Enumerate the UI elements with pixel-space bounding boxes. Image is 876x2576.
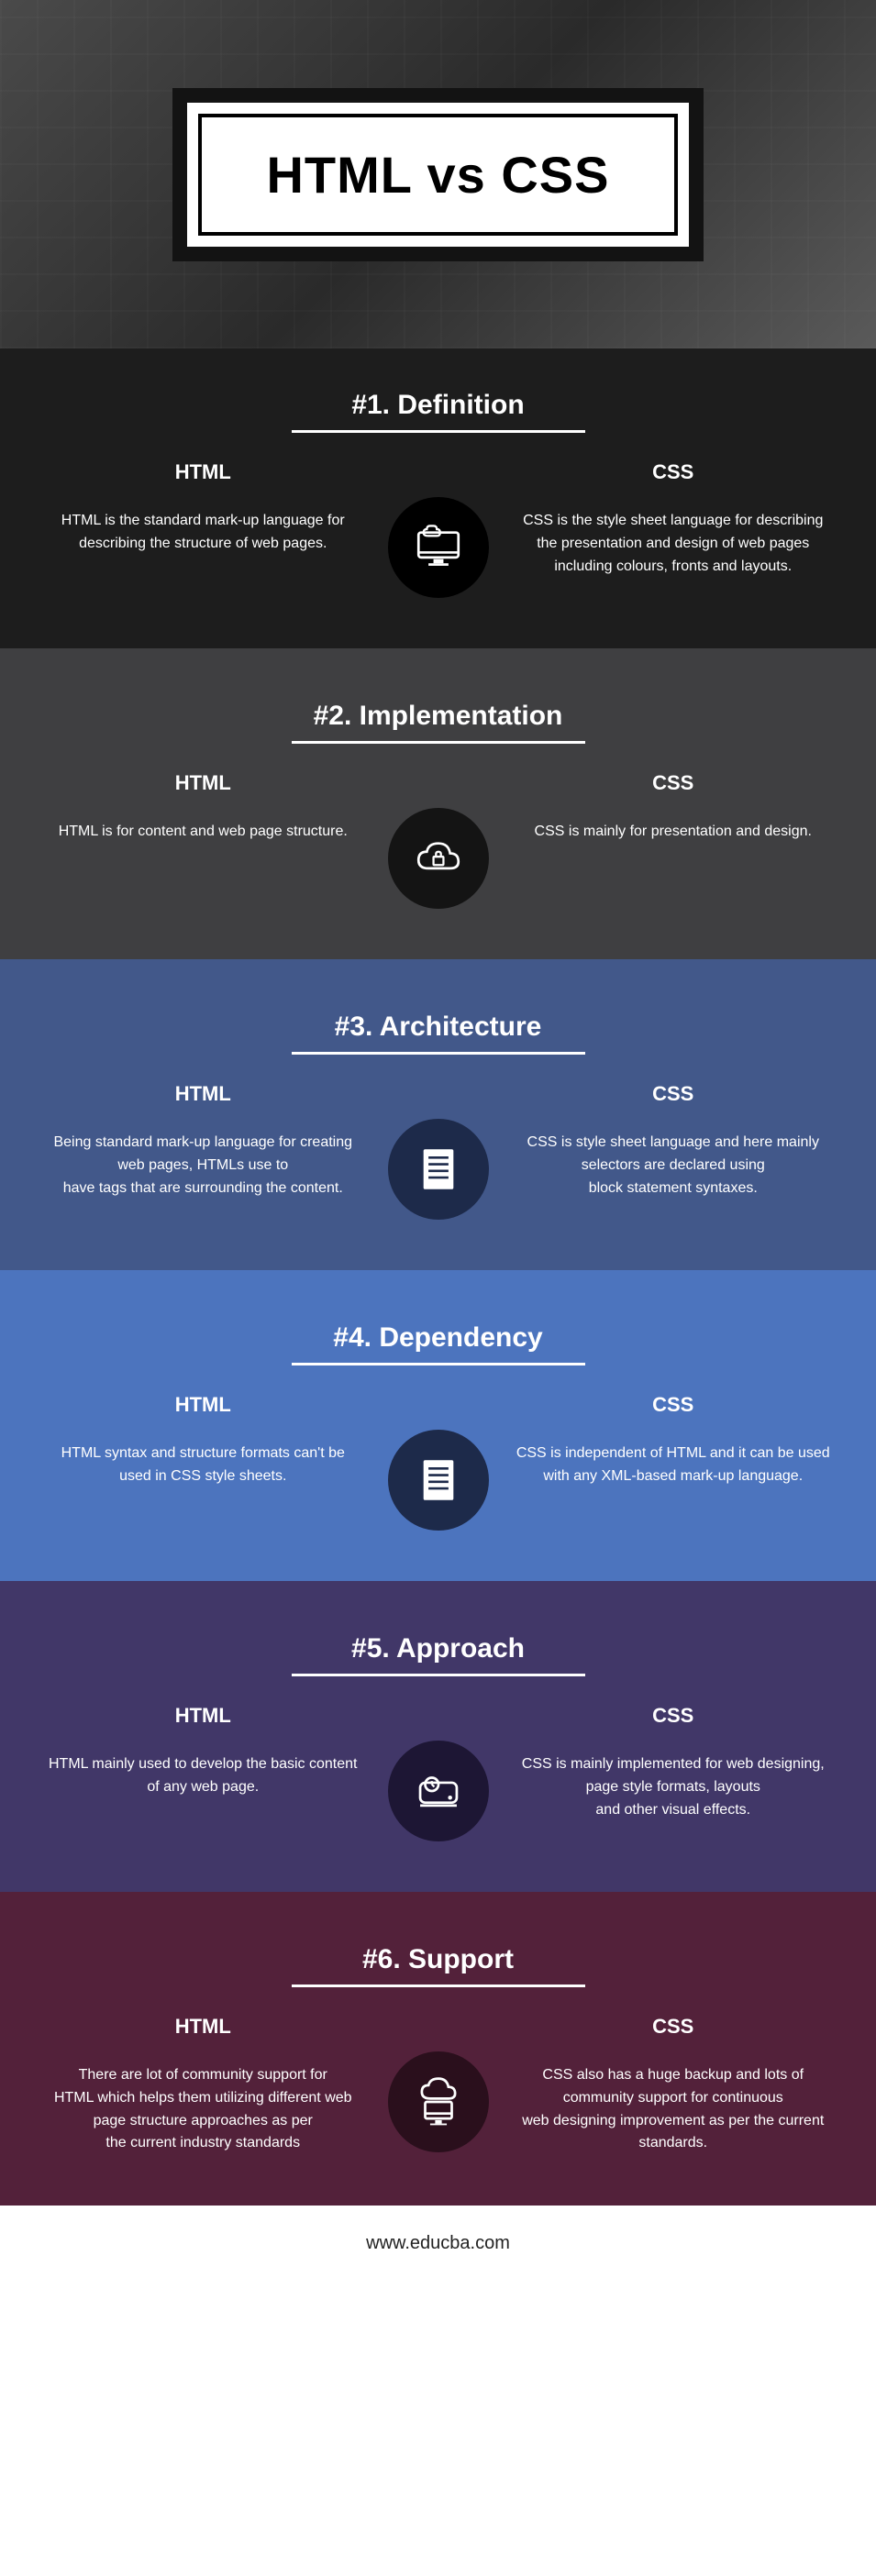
html-text: HTML syntax and structure formats can't … bbox=[37, 1443, 370, 1488]
section-6: #6. Support HTML There are lot of commun… bbox=[0, 1903, 876, 2206]
section-4: #4. Dependency HTML HTML syntax and stru… bbox=[0, 1281, 876, 1581]
section-title: #1. Definition bbox=[37, 390, 839, 421]
html-label: HTML bbox=[37, 1082, 370, 1106]
section-underline bbox=[292, 1985, 585, 1987]
section-title: #6. Support bbox=[37, 1944, 839, 1975]
html-text: There are lot of community support forHT… bbox=[37, 2064, 370, 2155]
section-1: #1. Definition HTML HTML is the standard… bbox=[0, 348, 876, 648]
cloud-monitor-icon bbox=[388, 2051, 489, 2152]
css-label: CSS bbox=[507, 460, 840, 484]
css-text: CSS is style sheet language and here mai… bbox=[507, 1132, 840, 1200]
section-title: #3. Architecture bbox=[37, 1012, 839, 1043]
css-column: CSS CSS is independent of HTML and it ca… bbox=[507, 1393, 840, 1488]
section-2: #2. Implementation HTML HTML is for cont… bbox=[0, 659, 876, 959]
html-column: HTML HTML is for content and web page st… bbox=[37, 771, 370, 844]
section-underline bbox=[292, 430, 585, 433]
html-text: HTML is for content and web page structu… bbox=[37, 821, 370, 844]
section-title: #5. Approach bbox=[37, 1633, 839, 1664]
css-label: CSS bbox=[507, 1704, 840, 1728]
footer-url: www.educba.com bbox=[0, 2206, 876, 2291]
html-text: HTML mainly used to develop the basic co… bbox=[37, 1753, 370, 1799]
html-column: HTML HTML mainly used to develop the bas… bbox=[37, 1704, 370, 1799]
css-text: CSS is independent of HTML and it can be… bbox=[507, 1443, 840, 1488]
section-title: #4. Dependency bbox=[37, 1322, 839, 1354]
css-column: CSS CSS is style sheet language and here… bbox=[507, 1082, 840, 1200]
css-label: CSS bbox=[507, 771, 840, 795]
title-frame: HTML vs CSS bbox=[172, 88, 703, 261]
css-label: CSS bbox=[507, 1082, 840, 1106]
html-column: HTML HTML syntax and structure formats c… bbox=[37, 1393, 370, 1488]
css-column: CSS CSS is mainly for presentation and d… bbox=[507, 771, 840, 844]
section-underline bbox=[292, 1363, 585, 1365]
hero-banner: HTML vs CSS bbox=[0, 0, 876, 348]
html-column: HTML Being standard mark-up language for… bbox=[37, 1082, 370, 1200]
html-label: HTML bbox=[37, 460, 370, 484]
section-underline bbox=[292, 741, 585, 744]
css-column: CSS CSS is the style sheet language for … bbox=[507, 460, 840, 578]
html-label: HTML bbox=[37, 771, 370, 795]
page-title: HTML vs CSS bbox=[266, 145, 609, 205]
html-text: Being standard mark-up language for crea… bbox=[37, 1132, 370, 1200]
html-column: HTML HTML is the standard mark-up langua… bbox=[37, 460, 370, 556]
html-label: HTML bbox=[37, 2015, 370, 2039]
monitor-icon bbox=[388, 497, 489, 598]
doc-icon bbox=[388, 1430, 489, 1531]
css-text: CSS also has a huge backup and lots of c… bbox=[507, 2064, 840, 2155]
section-3: #3. Architecture HTML Being standard mar… bbox=[0, 970, 876, 1270]
css-column: CSS CSS also has a huge backup and lots … bbox=[507, 2015, 840, 2155]
css-label: CSS bbox=[507, 1393, 840, 1417]
section-underline bbox=[292, 1674, 585, 1676]
css-text: CSS is the style sheet language for desc… bbox=[507, 510, 840, 578]
html-column: HTML There are lot of community support … bbox=[37, 2015, 370, 2155]
html-label: HTML bbox=[37, 1393, 370, 1417]
section-title: #2. Implementation bbox=[37, 701, 839, 732]
css-column: CSS CSS is mainly implemented for web de… bbox=[507, 1704, 840, 1821]
drive-icon bbox=[388, 1741, 489, 1841]
css-text: CSS is mainly for presentation and desig… bbox=[507, 821, 840, 844]
cloud-lock-icon bbox=[388, 808, 489, 909]
html-label: HTML bbox=[37, 1704, 370, 1728]
css-text: CSS is mainly implemented for web design… bbox=[507, 1753, 840, 1821]
html-text: HTML is the standard mark-up language fo… bbox=[37, 510, 370, 556]
section-underline bbox=[292, 1052, 585, 1055]
section-5: #5. Approach HTML HTML mainly used to de… bbox=[0, 1592, 876, 1892]
doc-icon bbox=[388, 1119, 489, 1220]
css-label: CSS bbox=[507, 2015, 840, 2039]
